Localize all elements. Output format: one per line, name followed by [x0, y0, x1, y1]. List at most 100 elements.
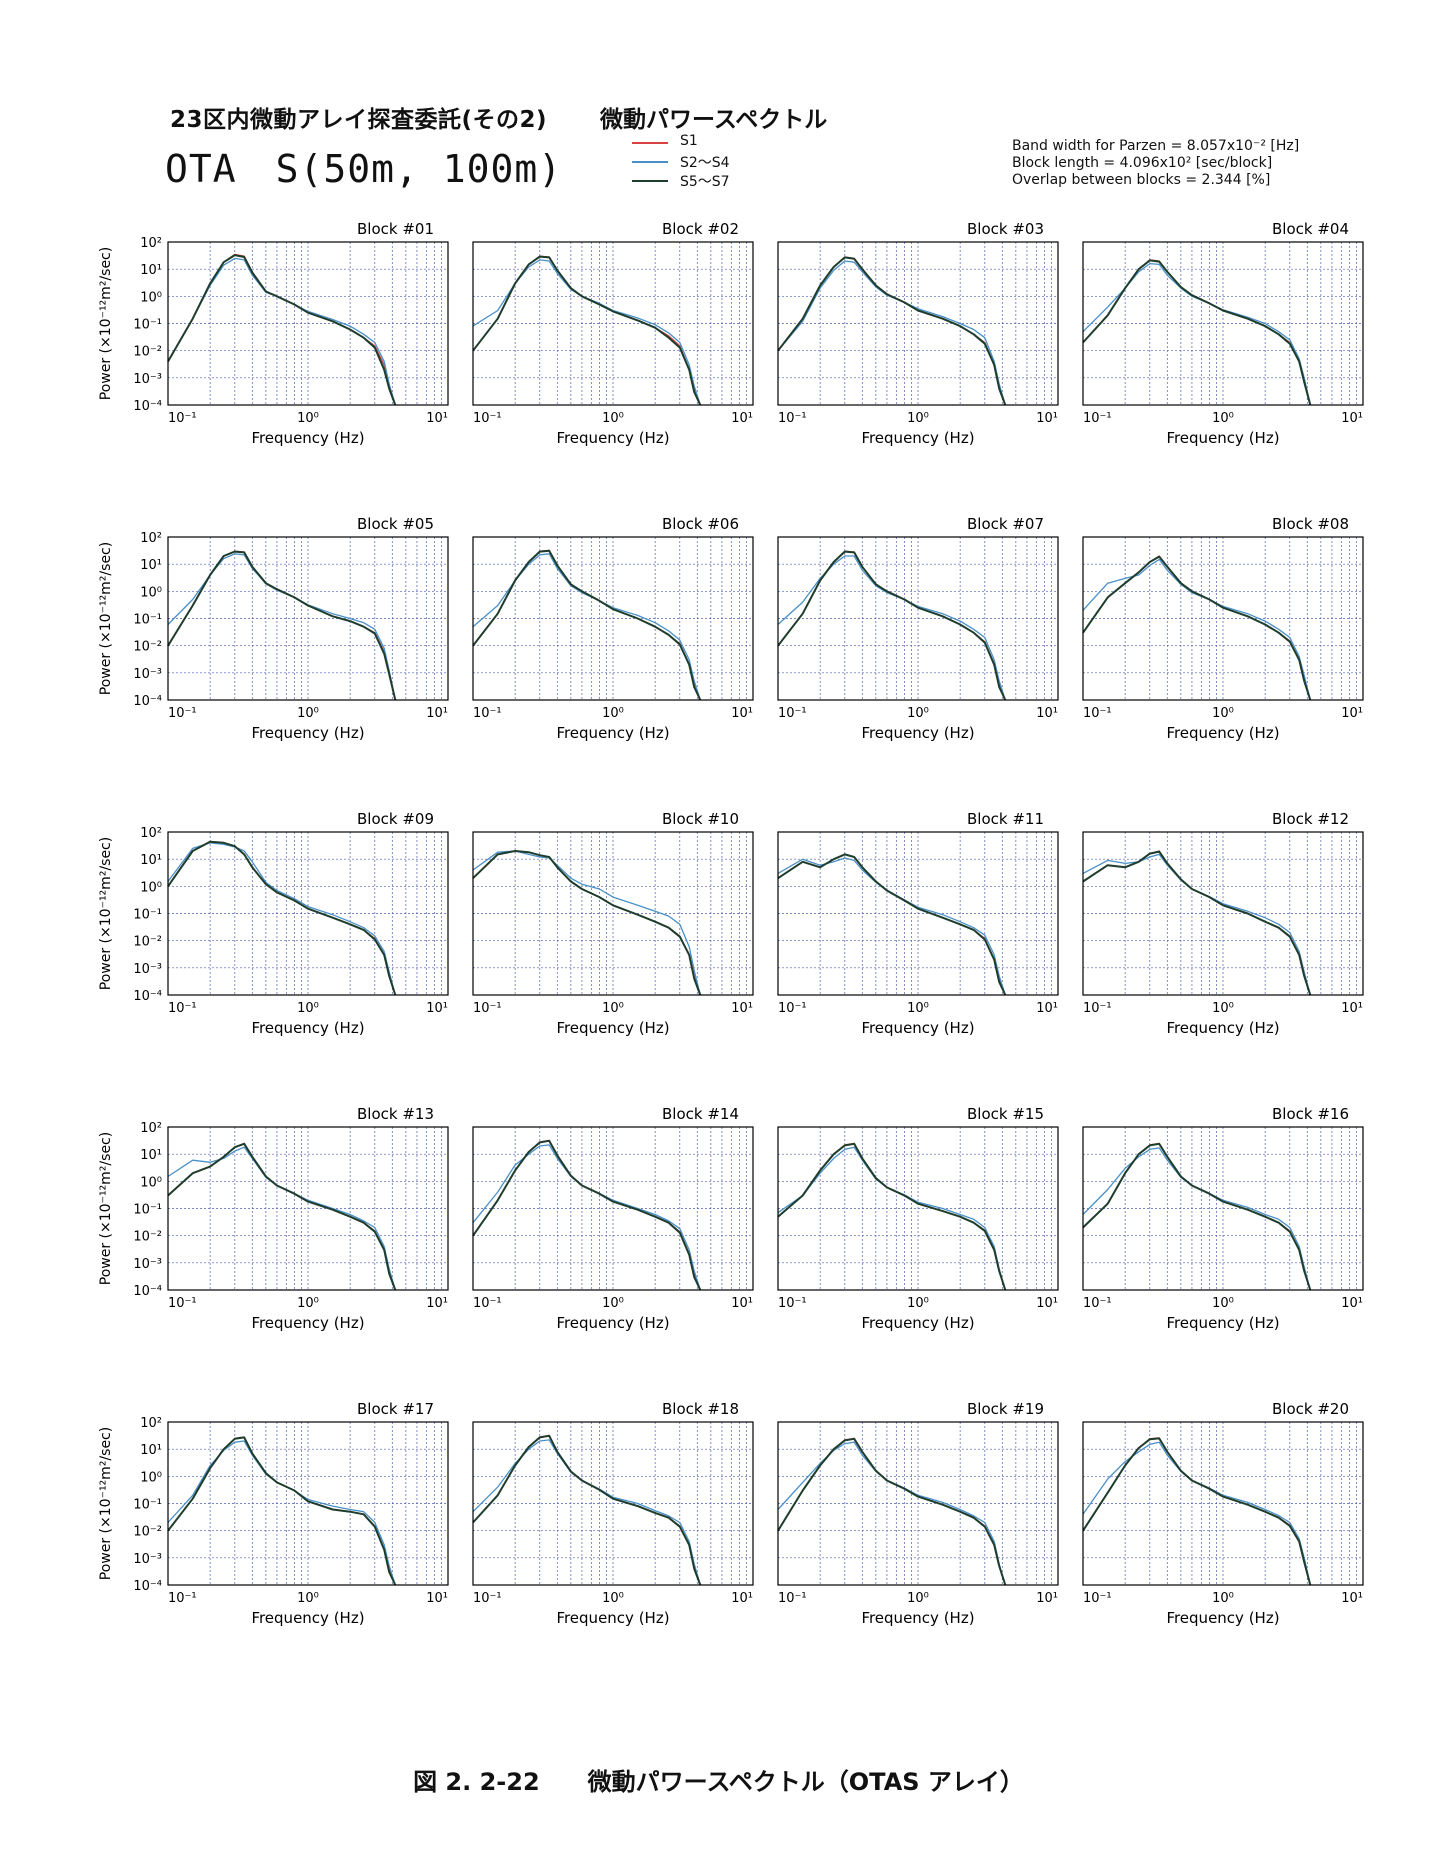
spectrum-panel: Block #13 10⁻¹ 10⁰ 10¹ Frequency (Hz) 10² 10¹ 1…: [98, 1105, 449, 1332]
spectrum-panel: Block #09 10⁻¹ 10⁰ 10¹ Frequency (Hz) 10² 10¹ 1…: [98, 810, 449, 1037]
panel-title: Block #04: [1272, 220, 1349, 238]
series-line: [1082, 1437, 1312, 1586]
series-line: [777, 853, 1006, 996]
x-axis-label: Frequency (Hz): [251, 1019, 364, 1037]
x-tick-label: 10⁰: [907, 1591, 929, 1606]
x-tick-label: 10¹: [426, 706, 448, 721]
y-axis-label: Power (×10⁻¹²m²/sec): [98, 542, 114, 695]
panel-title: Block #03: [967, 220, 1044, 238]
x-tick-label: 10⁰: [1212, 411, 1234, 426]
x-axis-label: Frequency (Hz): [861, 1609, 974, 1627]
y-tick-label: 10¹: [140, 1148, 162, 1163]
panel-title: Block #07: [967, 515, 1044, 533]
series-line: [167, 1436, 397, 1586]
x-tick-label: 10⁰: [602, 1296, 624, 1311]
x-tick-label: 10¹: [731, 1296, 753, 1311]
y-tick-label: 10⁰: [140, 290, 162, 305]
series-line: [472, 255, 701, 406]
plot-frame: [472, 536, 754, 701]
series-line: [472, 850, 702, 996]
series-line: [777, 256, 1007, 406]
y-tick-label: 10⁰: [140, 1470, 162, 1485]
y-tick-label: 10⁻⁴: [133, 1284, 162, 1299]
x-axis-label: Frequency (Hz): [556, 1314, 669, 1332]
site-title: OTA S(50m, 100m): [165, 147, 563, 191]
plot-frame: [1082, 1126, 1364, 1291]
x-tick-label: 10⁻¹: [778, 1591, 807, 1606]
x-tick-label: 10⁰: [907, 706, 929, 721]
panel-title: Block #14: [662, 1105, 739, 1123]
panel-title: Block #02: [662, 220, 739, 238]
y-tick-label: 10⁻²: [133, 1230, 162, 1245]
legend-label-s1: S1: [680, 133, 698, 149]
x-tick-label: 10⁰: [602, 411, 624, 426]
x-tick-label: 10¹: [731, 1591, 753, 1606]
panel-title: Block #09: [357, 810, 434, 828]
plot-frame: [1082, 831, 1364, 996]
x-tick-label: 10¹: [1341, 1001, 1363, 1016]
series-line: [167, 550, 397, 701]
x-tick-label: 10⁰: [602, 706, 624, 721]
series-line: [777, 1142, 1006, 1291]
series-line: [777, 857, 1006, 996]
y-axis-label: Power (×10⁻¹²m²/sec): [98, 247, 114, 400]
x-tick-label: 10¹: [1341, 1296, 1363, 1311]
y-tick-label: 10⁻⁴: [133, 1579, 162, 1594]
spectrum-panel: Block #12 10⁻¹ 10⁰ 10¹ Frequency (Hz): [1082, 810, 1364, 1037]
y-tick-label: 10⁻³: [133, 1552, 162, 1567]
legend: S1 S2～S4 S5～S7: [632, 133, 792, 190]
y-axis-label: Power (×10⁻¹²m²/sec): [98, 837, 114, 990]
legend-item-s2-s4: S2～S4: [632, 152, 792, 171]
x-axis-label: Frequency (Hz): [556, 724, 669, 742]
x-axis-label: Frequency (Hz): [861, 1019, 974, 1037]
spectrum-panel: Block #18 10⁻¹ 10⁰ 10¹ Frequency (Hz): [472, 1400, 754, 1627]
x-tick-label: 10⁰: [297, 1591, 319, 1606]
x-axis-label: Frequency (Hz): [556, 1019, 669, 1037]
series-line: [472, 549, 702, 701]
series-line: [167, 257, 396, 406]
x-axis-label: Frequency (Hz): [861, 1314, 974, 1332]
spectrum-panel: Block #01 10⁻¹ 10⁰ 10¹ Frequency (Hz) 10² 10¹ 1…: [98, 220, 449, 447]
x-tick-label: 10¹: [1036, 706, 1058, 721]
y-tick-label: 10⁻⁴: [133, 694, 162, 709]
legend-item-s5-s7: S5～S7: [632, 171, 792, 190]
x-tick-label: 10⁻¹: [168, 1001, 197, 1016]
y-tick-label: 10⁻¹: [133, 613, 162, 628]
panel-title: Block #13: [357, 1105, 434, 1123]
plot-frame: [472, 1421, 754, 1586]
series-line: [1082, 850, 1312, 996]
plot-frame: [167, 1126, 449, 1291]
panel-title: Block #05: [357, 515, 434, 533]
spectrum-panel: Block #19 10⁻¹ 10⁰ 10¹ Frequency (Hz): [777, 1400, 1059, 1627]
x-tick-label: 10⁻¹: [473, 706, 502, 721]
y-axis-label: Power (×10⁻¹²m²/sec): [98, 1132, 114, 1285]
plot-frame: [472, 241, 754, 406]
x-axis-label: Frequency (Hz): [1166, 429, 1279, 447]
series-line: [167, 254, 397, 406]
x-axis-label: Frequency (Hz): [251, 724, 364, 742]
x-tick-label: 10⁰: [297, 706, 319, 721]
y-axis-label: Power (×10⁻¹²m²/sec): [98, 1427, 114, 1580]
series-line: [167, 840, 397, 996]
plot-frame: [167, 536, 449, 701]
x-tick-label: 10¹: [1341, 706, 1363, 721]
plot-frame: [1082, 241, 1364, 406]
x-axis-label: Frequency (Hz): [556, 1609, 669, 1627]
spectrum-panel: Block #06 10⁻¹ 10⁰ 10¹ Frequency (Hz): [472, 515, 754, 742]
panel-title: Block #15: [967, 1105, 1044, 1123]
panel-title: Block #08: [1272, 515, 1349, 533]
x-tick-label: 10¹: [1036, 411, 1058, 426]
series-line: [472, 850, 701, 996]
x-tick-label: 10¹: [1036, 1296, 1058, 1311]
y-tick-label: 10⁻²: [133, 640, 162, 655]
series-line: [167, 1142, 397, 1291]
x-tick-label: 10⁻¹: [778, 706, 807, 721]
panel-title: Block #16: [1272, 1105, 1349, 1123]
x-tick-label: 10⁻¹: [778, 411, 807, 426]
plot-frame: [1082, 1421, 1364, 1586]
spectrum-panel: Block #15 10⁻¹ 10⁰ 10¹ Frequency (Hz): [777, 1105, 1059, 1332]
x-tick-label: 10⁰: [602, 1001, 624, 1016]
x-tick-label: 10⁰: [907, 1001, 929, 1016]
series-line: [472, 259, 701, 406]
plot-frame: [167, 1421, 449, 1586]
